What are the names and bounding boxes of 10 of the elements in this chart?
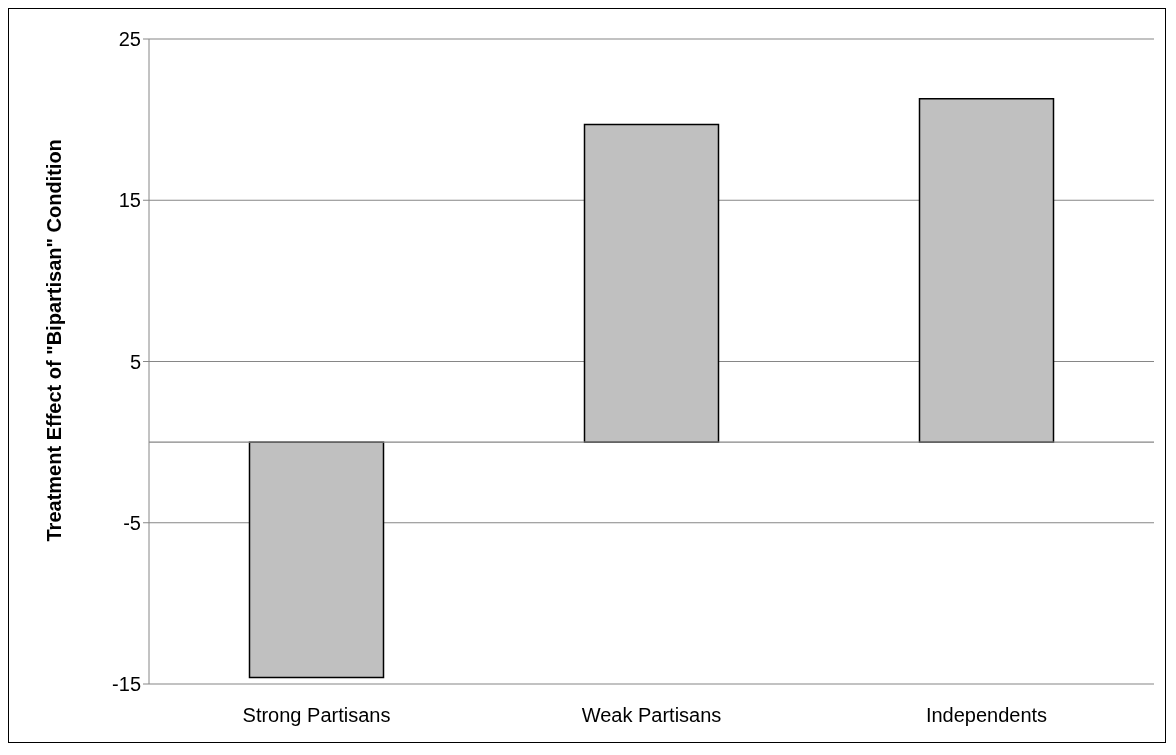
x-tick-label: Weak Partisans xyxy=(581,704,722,727)
y-axis-title: Treatment Effect of "Bipartisan" Condition xyxy=(43,139,66,542)
y-tick-label: 25 xyxy=(118,28,141,51)
y-tick-label: 5 xyxy=(129,350,141,373)
y-tick-label: -5 xyxy=(123,511,141,534)
x-tick-label: Independents xyxy=(925,704,1048,727)
chart-frame: Strong Partisans Weak Partisans Independents -15 -5 5 15 25 Treatment Effect of "Bipartisan" Condition xyxy=(8,8,1166,743)
y-tick-label: 15 xyxy=(118,189,141,212)
x-tick-label: Strong Partisans xyxy=(242,704,391,727)
y-tick-label: -15 xyxy=(112,673,141,696)
